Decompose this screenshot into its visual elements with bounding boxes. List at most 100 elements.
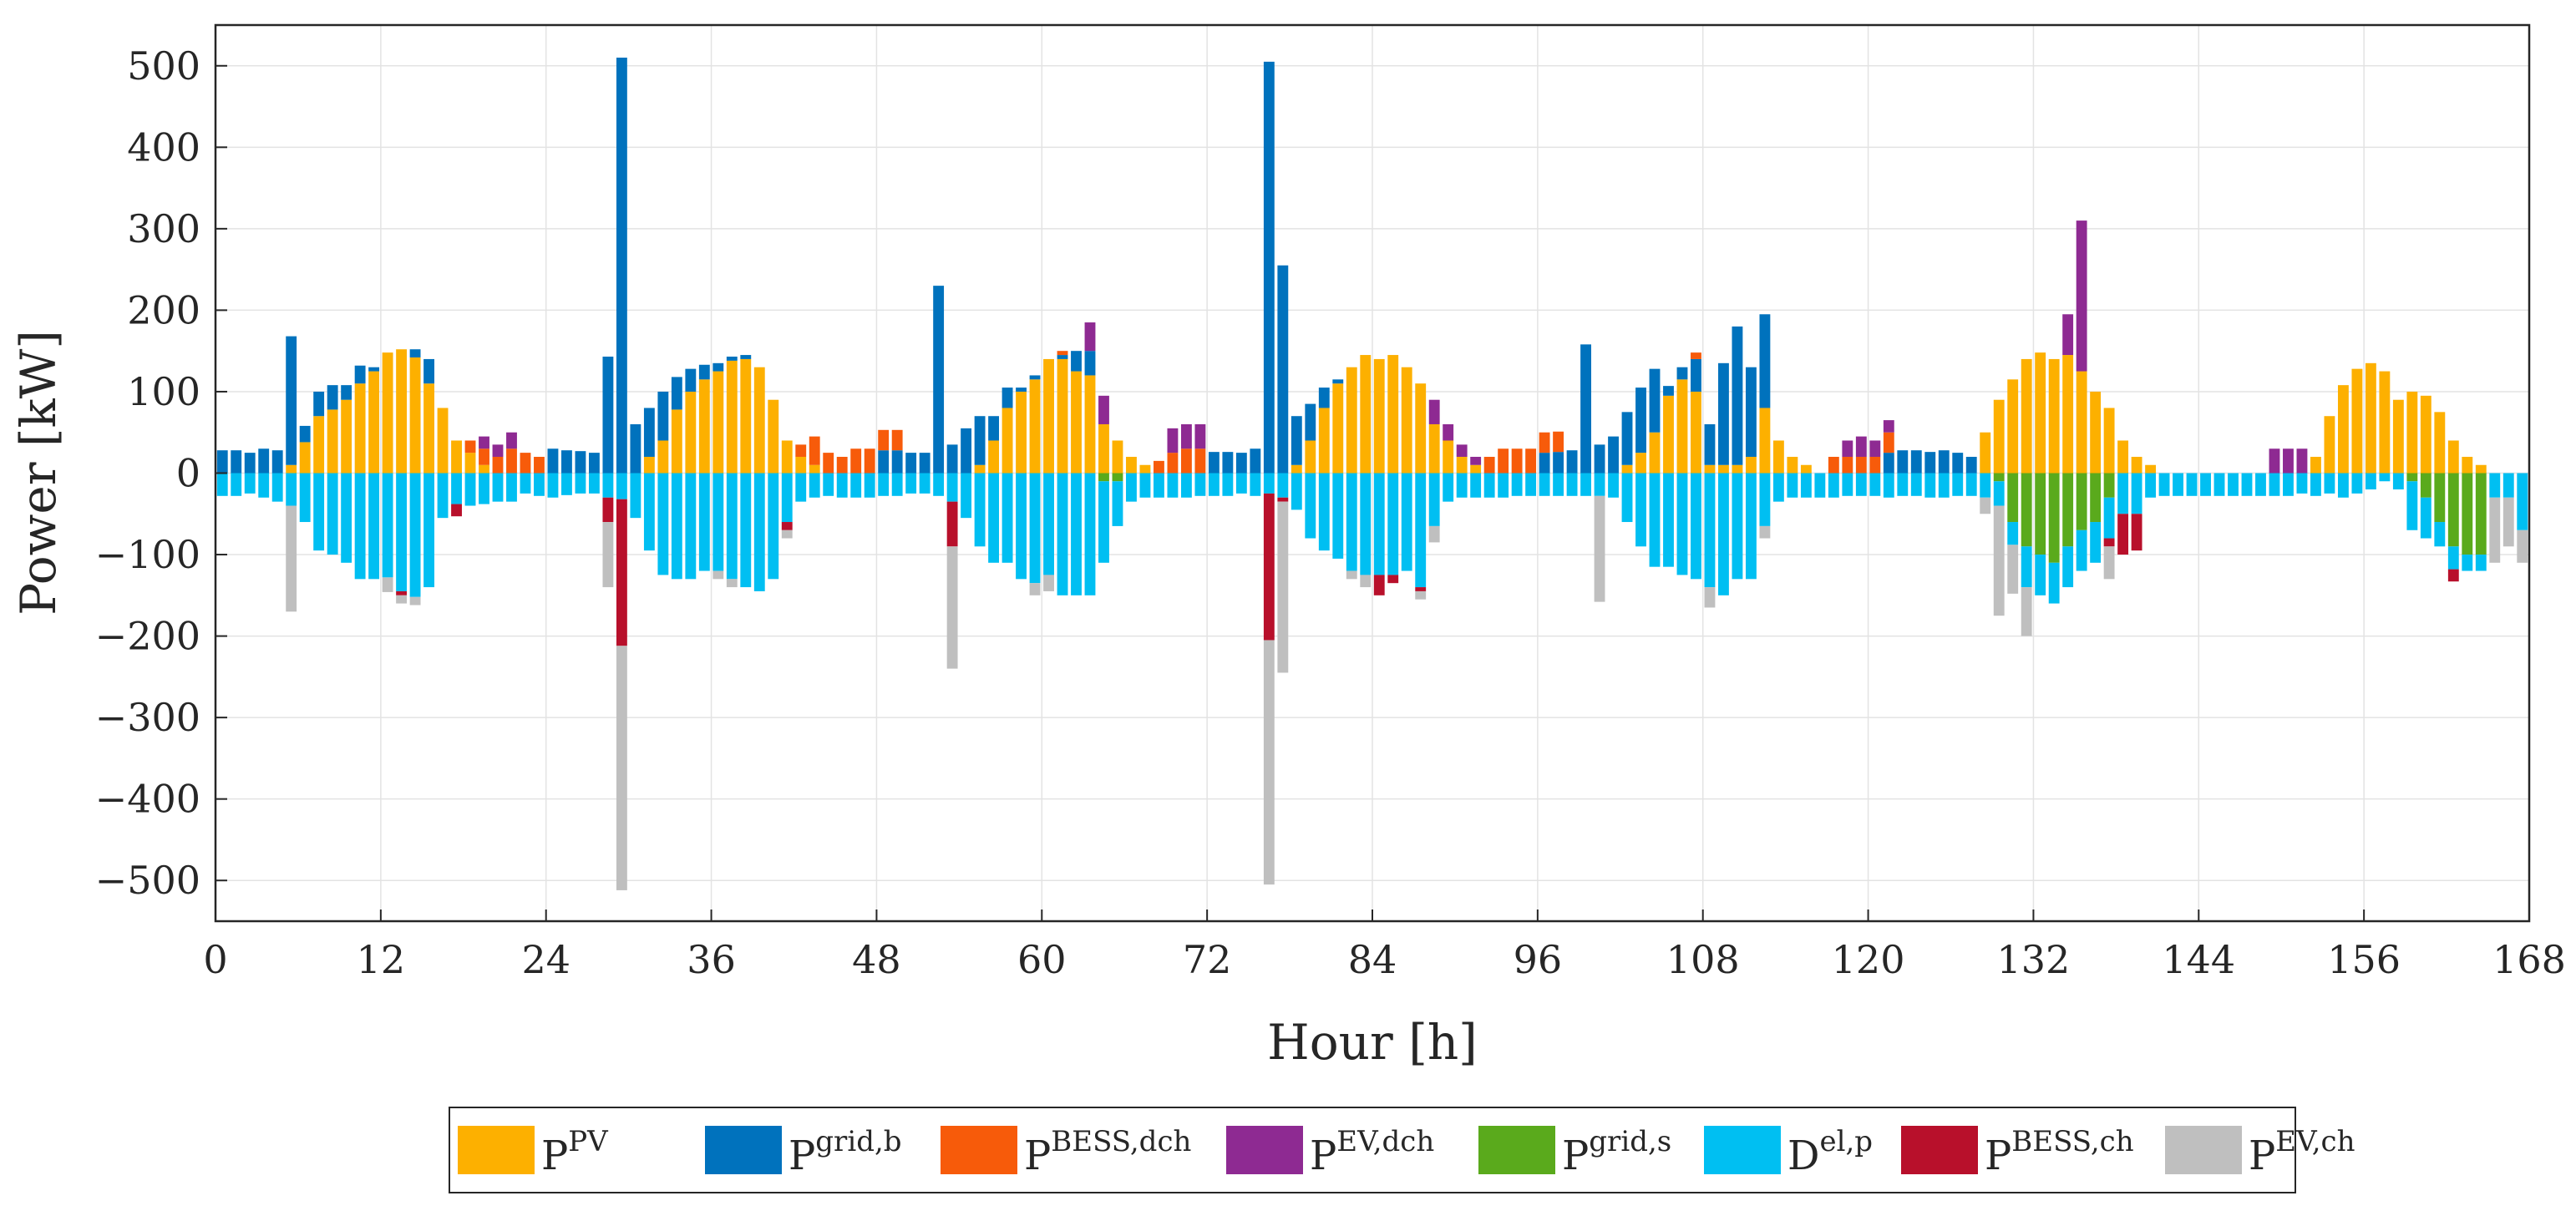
- bar-del_p: [919, 473, 931, 494]
- bar-del_p: [1084, 473, 1096, 595]
- x-tick-label: 0: [203, 937, 227, 982]
- bar-pv: [2420, 395, 2431, 474]
- bar-bess_dch: [1539, 432, 1550, 453]
- bar-pv: [1470, 464, 1482, 474]
- bar-ev_dch: [1869, 440, 1881, 457]
- x-tick-label: 156: [2327, 937, 2401, 982]
- bar-pv: [1373, 358, 1385, 474]
- bar-bess_ch: [946, 501, 958, 547]
- bar-grid_b: [1029, 375, 1041, 380]
- y-tick-label: −400: [95, 777, 200, 822]
- bar-del_p: [616, 473, 627, 499]
- x-tick-label: 108: [1666, 937, 1740, 982]
- bar-del_p: [1580, 473, 1591, 496]
- bar-grid_b: [244, 453, 256, 474]
- bar-del_p: [382, 473, 393, 578]
- bar-del_p: [836, 473, 848, 498]
- bar-grid_s: [2406, 473, 2418, 482]
- bar-pv: [2351, 368, 2363, 474]
- bar-del_p: [423, 473, 434, 588]
- legend-swatch-ev_dch: [1226, 1126, 1303, 1174]
- bar-del_p: [1470, 473, 1482, 498]
- bar-del_p: [368, 473, 380, 580]
- bar-pv: [768, 399, 779, 474]
- bar-del_p: [768, 473, 779, 580]
- bar-del_p: [712, 473, 724, 571]
- bar-del_p: [231, 473, 242, 496]
- bar-del_p: [1787, 473, 1798, 498]
- bar-del_p: [2489, 473, 2501, 498]
- bar-bess_ch: [781, 522, 793, 530]
- bar-grid_s: [1112, 473, 1123, 482]
- bar-grid_b: [671, 377, 682, 410]
- bar-del_p: [2447, 546, 2459, 570]
- bar-bess_dch: [878, 429, 890, 451]
- bar-ev_ch: [2502, 497, 2514, 547]
- bar-del_p: [643, 473, 655, 551]
- legend-label-ev_ch: PEV,ch: [2249, 1125, 2355, 1179]
- bar-grid_b: [933, 286, 945, 474]
- legend-label-grid_b: Pgrid,b: [789, 1125, 902, 1179]
- bar-del_p: [1139, 473, 1151, 498]
- bar-grid_b: [919, 453, 931, 474]
- bar-bess_ch: [1277, 497, 1289, 502]
- bar-grid_b: [657, 391, 669, 441]
- bar-del_p: [1305, 473, 1316, 539]
- bar-ev_ch: [1029, 583, 1041, 595]
- bar-del_p: [1553, 473, 1564, 496]
- bar-pv: [327, 409, 338, 474]
- bar-del_p: [1525, 473, 1537, 496]
- bar-grid_b: [1759, 314, 1771, 408]
- bar-pv: [2131, 456, 2142, 474]
- bar-grid_b: [1222, 452, 1234, 474]
- bar-del_p: [2324, 473, 2335, 494]
- x-tick-label: 60: [1017, 937, 1067, 982]
- bar-pv: [2475, 464, 2487, 474]
- bar-del_p: [657, 473, 669, 575]
- bar-del_p: [313, 473, 325, 551]
- bar-bess_ch: [1415, 587, 1427, 591]
- bar-pv: [2103, 408, 2115, 474]
- bar-del_p: [506, 473, 517, 502]
- bar-pv: [1043, 358, 1054, 474]
- bar-ev_dch: [479, 436, 489, 449]
- bar-del_p: [1235, 473, 1247, 494]
- bar-del_p: [1001, 473, 1013, 563]
- bar-ev_ch: [1263, 640, 1275, 885]
- bar-grid_b: [1566, 450, 1578, 474]
- bar-ev_ch: [1594, 495, 1605, 602]
- bar-pv: [1704, 464, 1716, 474]
- bar-pv: [423, 383, 434, 474]
- bar-grid_s: [2007, 473, 2019, 523]
- y-tick-label: 100: [127, 369, 200, 414]
- bar-grid_s: [2076, 473, 2087, 530]
- bar-grid_s: [2090, 473, 2102, 523]
- bar-del_p: [492, 473, 504, 502]
- bars: [216, 58, 2528, 890]
- bar-pv: [809, 464, 820, 474]
- bar-del_p: [795, 473, 807, 502]
- bar-pv: [1635, 453, 1646, 474]
- bar-bess_dch: [1883, 432, 1894, 453]
- bar-del_p: [286, 473, 297, 506]
- bar-del_p: [2062, 546, 2074, 588]
- bar-del_p: [698, 473, 710, 571]
- bar-del_p: [1180, 473, 1192, 498]
- bar-ev_ch: [1360, 575, 1372, 588]
- bar-del_p: [1154, 473, 1164, 498]
- bar-pv: [1676, 379, 1688, 474]
- bar-del_p: [271, 473, 283, 502]
- bar-pv: [1732, 464, 1743, 474]
- bar-pv: [464, 453, 476, 474]
- bar-del_p: [2035, 555, 2046, 595]
- bar-grid_b: [368, 367, 380, 372]
- bar-bess_ch: [2117, 514, 2129, 555]
- bar-grid_b: [1553, 452, 1564, 474]
- bar-ev_ch: [1043, 575, 1054, 591]
- bar-ev_dch: [1883, 420, 1894, 433]
- bar-del_p: [2145, 473, 2157, 498]
- bar-pv: [2337, 385, 2349, 474]
- bar-del_p: [1250, 473, 1261, 496]
- y-tick-label: 200: [127, 287, 200, 332]
- bar-del_p: [1800, 473, 1812, 498]
